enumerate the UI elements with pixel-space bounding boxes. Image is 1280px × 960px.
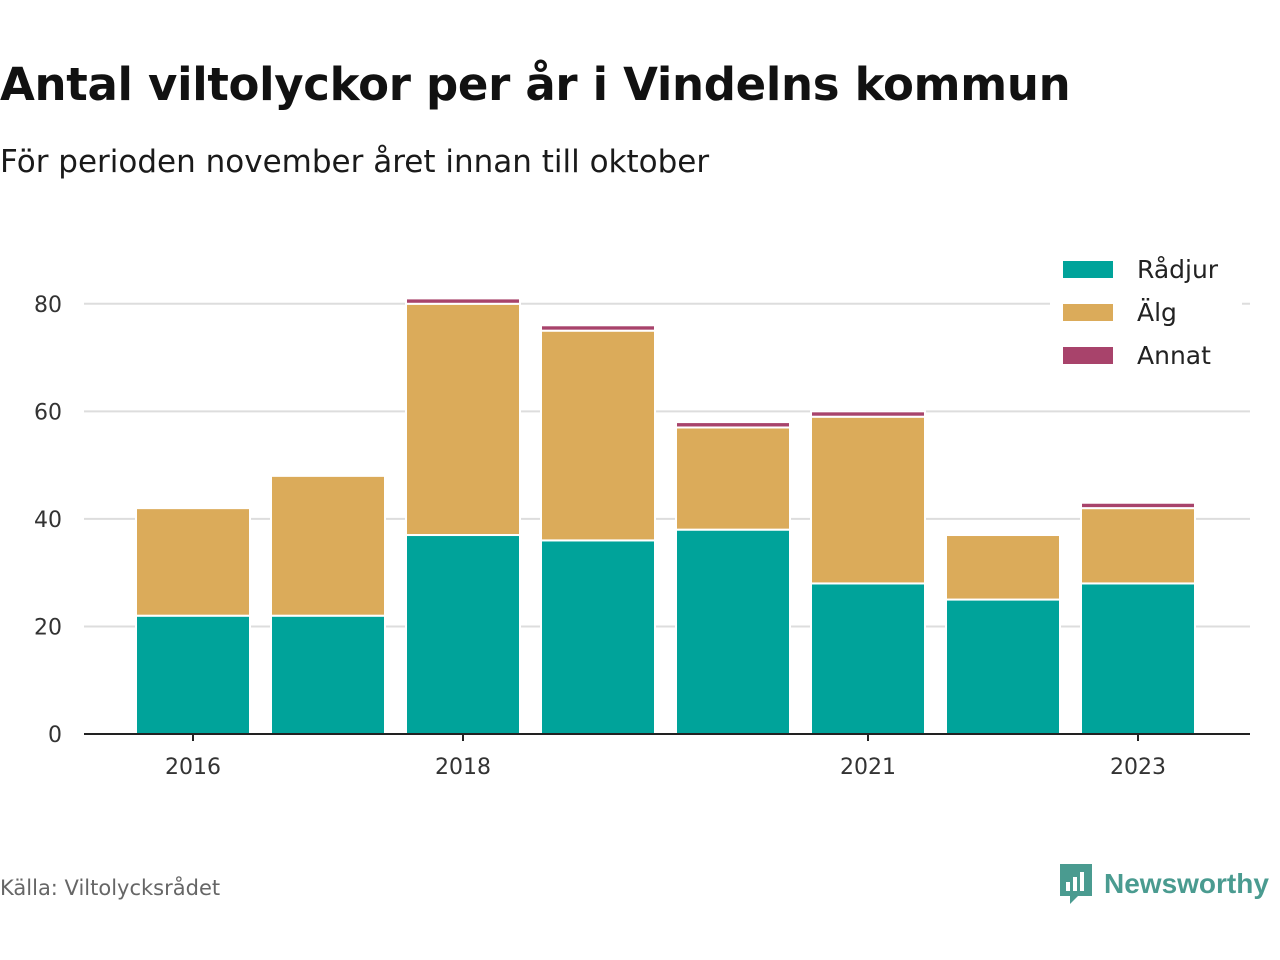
bar-r-djur-2017 [270, 614, 386, 736]
x-tick-label: 2023 [1110, 755, 1166, 780]
y-tick-label: 20 [34, 615, 62, 640]
brand: Newsworthy [1058, 862, 1269, 906]
bar--lg-2019 [540, 329, 656, 542]
bar-r-djur-2016 [135, 614, 251, 736]
y-tick-label: 80 [34, 293, 62, 318]
bar-annat-2019 [540, 324, 656, 332]
chart-subtitle: För perioden november året innan till ok… [0, 144, 710, 180]
bar--lg-2016 [135, 507, 251, 617]
legend-label: Annat [1137, 341, 1211, 370]
bar--lg-2023 [1080, 507, 1196, 585]
bar--lg-2022 [945, 534, 1061, 601]
bar-r-djur-2019 [540, 539, 656, 736]
x-tick-label: 2021 [840, 755, 896, 780]
legend-swatch [1063, 347, 1113, 364]
bar-r-djur-2018 [405, 534, 521, 735]
bar-r-djur-2020 [675, 528, 791, 736]
legend-swatch [1063, 304, 1113, 321]
bar-annat-2023 [1080, 501, 1196, 510]
bar-r-djur-2022 [945, 598, 1061, 735]
bar--lg-2017 [270, 474, 386, 617]
bar-r-djur-2023 [1080, 582, 1196, 736]
y-tick-label: 0 [48, 723, 62, 748]
x-tick-label: 2016 [165, 755, 221, 780]
brand-name: Newsworthy [1104, 868, 1269, 899]
bar--lg-2018 [405, 302, 521, 537]
bar-annat-2018 [405, 297, 521, 305]
legend: Rådjur Älg Annat [1050, 252, 1242, 378]
axes: 0 20 40 60 80 2016 2018 2021 2023 [34, 293, 1250, 780]
bar-annat-2020 [675, 421, 791, 429]
newsworthy-logo-icon [1060, 864, 1092, 904]
source-note: Källa: Viltolycksrådet [0, 876, 221, 900]
x-tick-label: 2018 [435, 755, 491, 780]
legend-label: Älg [1137, 298, 1177, 327]
bar--lg-2020 [675, 426, 791, 531]
bar--lg-2021 [810, 415, 926, 585]
chart-title: Antal viltolyckor per år i Vindelns komm… [0, 58, 1071, 111]
bar-r-djur-2021 [810, 582, 926, 736]
y-tick-label: 60 [34, 400, 62, 425]
bars [135, 297, 1196, 736]
legend-swatch [1063, 261, 1113, 278]
bar-annat-2021 [810, 410, 926, 418]
y-tick-label: 40 [34, 508, 62, 533]
legend-label: Rådjur [1137, 255, 1219, 284]
